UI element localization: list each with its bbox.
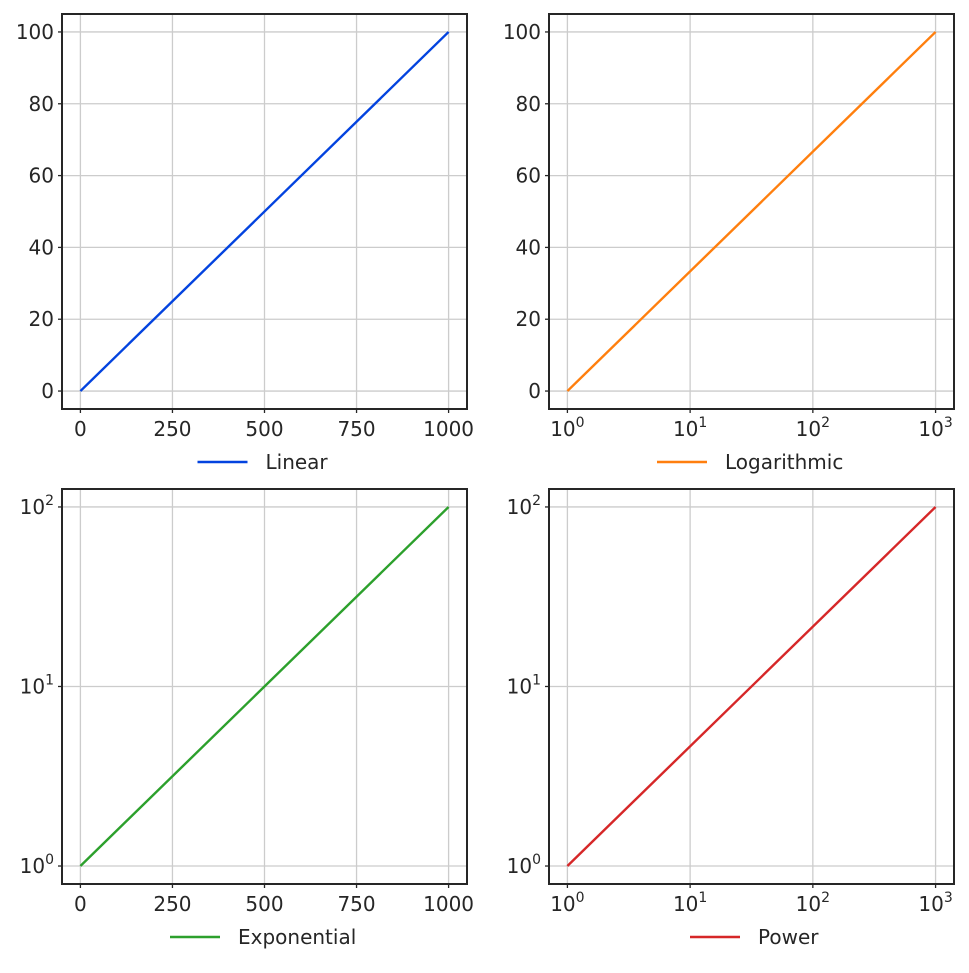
x-tick-label: 102 bbox=[796, 890, 830, 916]
y-tick-label: 101 bbox=[507, 672, 541, 698]
grid bbox=[62, 489, 467, 884]
x-tick-label: 100 bbox=[550, 415, 584, 441]
legend: Linear bbox=[197, 450, 329, 474]
x-tick-label: 500 bbox=[245, 417, 283, 441]
x-tick-label: 250 bbox=[153, 417, 191, 441]
series-line-linear bbox=[79, 31, 450, 392]
chart-panel-top-left: 0 250 500 750 1000 0 20 40 60 80 100 Linear bbox=[16, 13, 474, 474]
series-line-exponential bbox=[79, 506, 450, 867]
x-tick-label: 101 bbox=[673, 415, 707, 441]
chart-panel-bottom-left: 0 250 500 750 1000 100 101 102 Exponential bbox=[20, 488, 474, 949]
y-tick-label: 80 bbox=[29, 92, 54, 116]
legend-label: Logarithmic bbox=[725, 450, 843, 474]
grid bbox=[549, 14, 954, 409]
x-tick-label: 102 bbox=[796, 415, 830, 441]
y-tick-label: 100 bbox=[503, 20, 541, 44]
y-tick-label: 40 bbox=[29, 235, 54, 259]
series-line-power bbox=[566, 506, 937, 867]
y-tick-label: 0 bbox=[41, 379, 54, 403]
y-tick-label: 100 bbox=[16, 20, 54, 44]
chart-panel-bottom-right: 100 101 102 103 100 101 102 Power bbox=[507, 488, 955, 949]
x-tick-label: 1000 bbox=[423, 892, 474, 916]
x-tick-label: 101 bbox=[673, 890, 707, 916]
x-tick-label: 0 bbox=[74, 892, 87, 916]
x-tick-label: 1000 bbox=[423, 417, 474, 441]
x-tick-label: 750 bbox=[337, 417, 375, 441]
y-tick-label: 20 bbox=[516, 307, 541, 331]
x-tick-label: 750 bbox=[337, 892, 375, 916]
grid bbox=[62, 14, 467, 409]
y-tick-label: 60 bbox=[29, 164, 54, 188]
x-tick-label: 103 bbox=[918, 415, 952, 441]
y-tick-label: 80 bbox=[516, 92, 541, 116]
x-tick-label: 100 bbox=[550, 890, 584, 916]
legend-label: Linear bbox=[266, 450, 329, 474]
legend: Logarithmic bbox=[657, 450, 843, 474]
legend-label: Exponential bbox=[238, 925, 356, 949]
y-tick-label: 60 bbox=[516, 164, 541, 188]
y-tick-label: 102 bbox=[507, 493, 541, 519]
x-tick-label: 103 bbox=[918, 890, 952, 916]
y-tick-label: 100 bbox=[507, 852, 541, 878]
legend: Exponential bbox=[170, 925, 356, 949]
y-tick-label: 40 bbox=[516, 235, 541, 259]
series-line-logarithmic bbox=[566, 31, 937, 392]
chart-panel-top-right: 100 101 102 103 0 20 40 60 80 100 Logarithmic bbox=[503, 13, 955, 474]
legend-label: Power bbox=[758, 925, 819, 949]
y-tick-label: 20 bbox=[29, 307, 54, 331]
axes-frame bbox=[548, 13, 955, 410]
legend: Power bbox=[690, 925, 819, 949]
y-tick-label: 101 bbox=[20, 672, 54, 698]
y-tick-label: 100 bbox=[20, 852, 54, 878]
x-tick-label: 500 bbox=[245, 892, 283, 916]
x-tick-label: 0 bbox=[74, 417, 87, 441]
y-tick-label: 0 bbox=[528, 379, 541, 403]
y-tick-label: 102 bbox=[20, 493, 54, 519]
x-tick-label: 250 bbox=[153, 892, 191, 916]
